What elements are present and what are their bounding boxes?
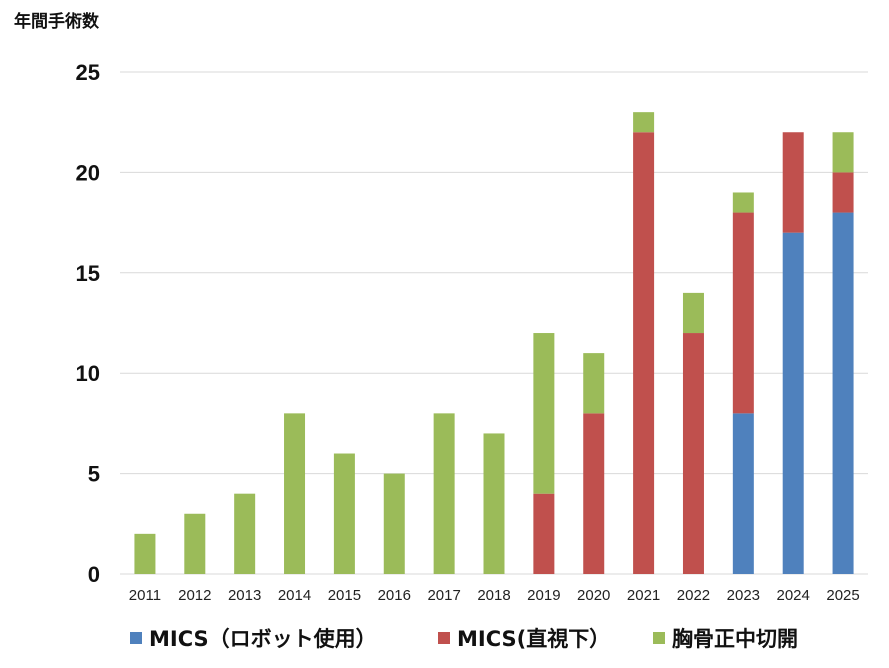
bar-segment-3 [633,112,655,133]
y-tick-label: 0 [88,562,100,587]
x-tick-label: 2023 [727,587,760,604]
bars [134,112,854,575]
legend-label: MICS(直視下） [457,627,610,651]
y-tick-label: 10 [76,361,100,386]
x-tick-label: 2018 [477,587,510,604]
x-tick-label: 2015 [328,587,361,604]
bar-segment-3 [433,413,455,574]
legend-swatch [130,632,142,644]
bar-segment-1 [782,232,804,574]
x-tick-label: 2012 [178,587,211,604]
bar-segment-3 [682,292,704,334]
bar-segment-2 [583,413,605,574]
bar-segment-3 [483,433,505,574]
bar-segment-3 [284,413,306,574]
x-tick-label: 2014 [278,587,311,604]
x-tick-label: 2022 [677,587,710,604]
bar-segment-2 [633,132,655,575]
bar-segment-3 [333,453,355,574]
x-tick-label: 2025 [826,587,859,604]
y-tick-label: 25 [76,60,100,85]
bar-segment-3 [583,353,605,414]
bar-segment-3 [832,132,854,173]
bar-segment-2 [732,212,754,414]
bar-segment-3 [533,333,555,494]
bar-segment-2 [782,132,804,233]
bar-segment-1 [732,413,754,574]
bar-segment-2 [832,172,854,213]
bar-segment-1 [832,212,854,574]
x-tick-label: 2011 [129,587,161,604]
y-tick-label: 5 [88,462,100,487]
x-tick-label: 2024 [777,587,810,604]
bar-segment-2 [533,493,555,574]
x-tick-label: 2017 [427,587,460,604]
x-tick-label: 2013 [228,587,261,604]
legend-label: MICS（ロボット使用） [149,627,377,651]
y-tick-label: 20 [76,160,100,185]
legend-label: 胸骨正中切開 [672,627,798,651]
x-tick-label: 2021 [627,587,660,604]
x-tick-labels: 2011 2012 2013 2014 2015 2016 2017 2018 2019 2020… [129,587,860,604]
bar-segment-3 [732,192,754,213]
bar-segment-3 [184,513,206,574]
x-tick-label: 2016 [378,587,411,604]
bar-segment-3 [383,473,405,574]
y-tick-label: 15 [76,261,100,286]
legend-swatch [653,632,665,644]
legend-swatch [438,632,450,644]
y-tick-labels: 0 5 10 15 20 25 [76,60,100,587]
x-tick-label: 2020 [577,587,610,604]
y-axis-title: 年間手術数 [14,11,100,32]
bar-segment-3 [234,493,256,574]
x-tick-label: 2019 [527,587,560,604]
bar-segment-2 [682,333,704,574]
bar-segment-3 [134,533,156,574]
legend: MICS（ロボット使用） MICS(直視下） 胸骨正中切開 [130,627,798,651]
